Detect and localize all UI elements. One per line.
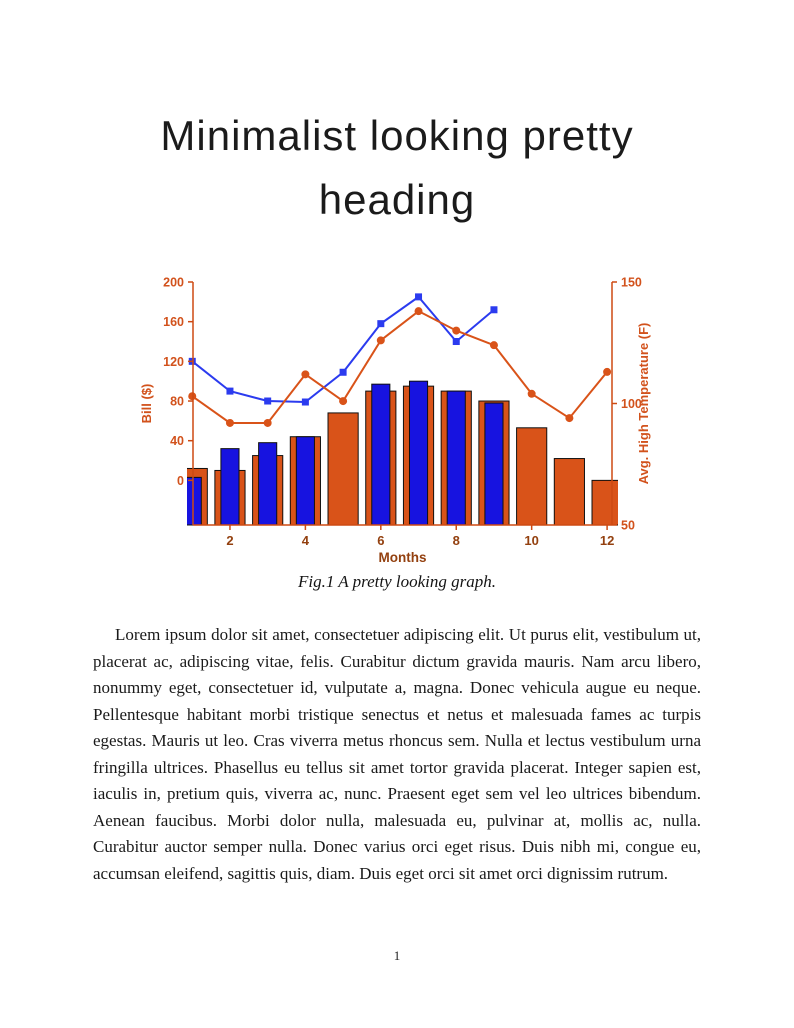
- left-tick-label: 80: [170, 395, 184, 409]
- x-tick-label: 10: [524, 533, 538, 548]
- right-axis-label: Avg. High Temperature (F): [636, 323, 651, 485]
- left-tick-label: 120: [163, 355, 184, 369]
- page-number: 1: [393, 948, 401, 963]
- x-tick-label: 2: [226, 533, 233, 548]
- chart-svg: 2 4 6 8 10 120408012016020050100150MonthsBill…: [139, 276, 651, 566]
- left-tick-label: 40: [170, 434, 184, 448]
- document-title-line1: Minimalist looking pretty: [160, 112, 634, 159]
- body-paragraph: Lorem ipsum dolor sit amet, consectetuer…: [93, 625, 701, 883]
- plot-area: [187, 293, 618, 526]
- left-tick-label: 0: [177, 474, 184, 488]
- right-tick-label: 100: [621, 397, 642, 411]
- bill-bars: [187, 380, 504, 526]
- document-title: Minimalist looking pretty heading: [0, 104, 794, 232]
- temperature-line: [188, 307, 612, 427]
- x-tick-label: 4: [302, 533, 310, 548]
- document-title-line2: heading: [318, 176, 476, 223]
- left-tick-label: 160: [163, 315, 184, 329]
- left-axis-label: Bill ($): [139, 384, 154, 424]
- x-axis-label: Months: [379, 550, 427, 565]
- x-tick-label: 6: [377, 533, 384, 548]
- x-tick-label: 12: [600, 533, 614, 548]
- figure-caption: Fig.1 A pretty looking graph.: [297, 572, 496, 591]
- left-tick-label: 200: [163, 276, 184, 290]
- temperature-bars: [187, 385, 618, 526]
- x-tick-label: 8: [453, 533, 460, 548]
- right-tick-label: 150: [621, 276, 642, 290]
- axes: [188, 281, 617, 530]
- right-tick-label: 50: [621, 519, 635, 533]
- figure: 2 4 6 8 10 12 0 40 80 120 160 200 50 100 150 Months Bill…: [127, 274, 667, 592]
- bill-line: [188, 293, 498, 406]
